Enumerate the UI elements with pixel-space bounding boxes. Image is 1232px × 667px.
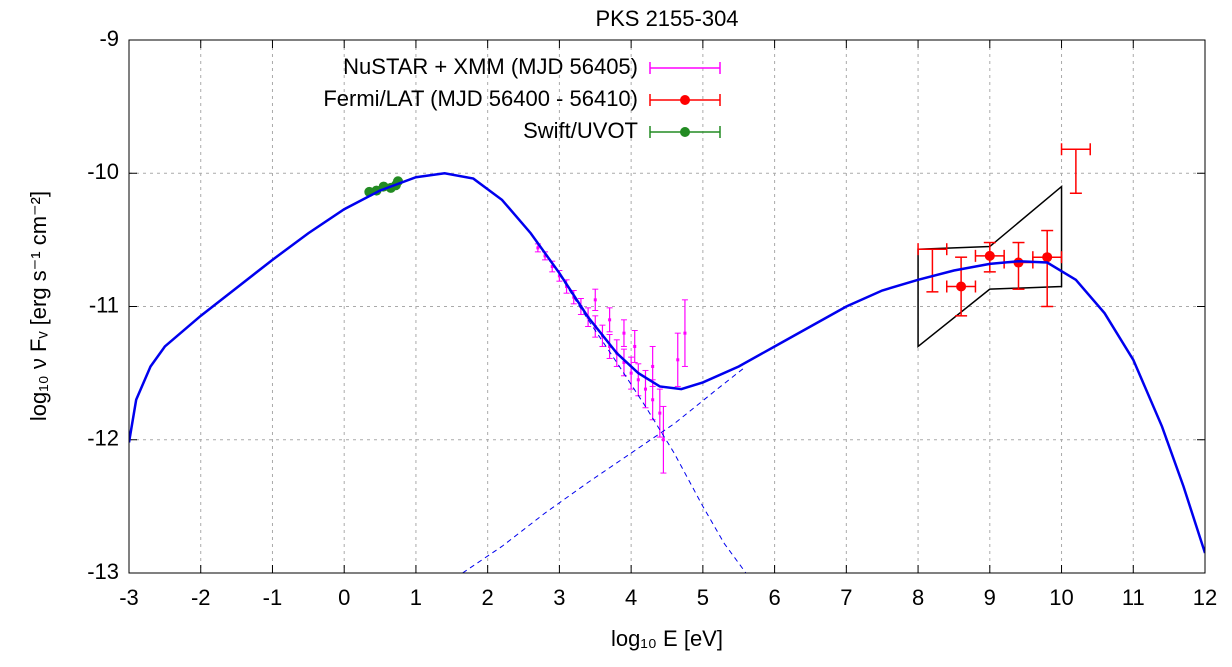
x-tick-label: 12 <box>1193 585 1217 610</box>
x-tick-label: 1 <box>410 585 422 610</box>
x-tick-label: -2 <box>191 585 211 610</box>
data-point <box>536 246 540 250</box>
legend-label: NuSTAR + XMM (MJD 56405) <box>343 54 638 79</box>
legend-marker <box>680 127 690 137</box>
x-tick-label: 7 <box>840 585 852 610</box>
plot-frame <box>128 39 1206 574</box>
model-curve <box>558 274 747 573</box>
data-point <box>1013 257 1024 268</box>
data-point <box>676 358 680 362</box>
y-axis-label: log₁₀ ν Fᵥ [erg s⁻¹ cm⁻²] <box>26 191 51 421</box>
y-tick-label: -9 <box>99 26 119 51</box>
x-tick-label: 2 <box>482 585 494 610</box>
x-tick-label: 9 <box>984 585 996 610</box>
data-point <box>593 298 597 302</box>
data-point <box>651 364 655 368</box>
x-tick-label: 4 <box>625 585 637 610</box>
data-point <box>651 398 655 402</box>
data-point <box>557 274 561 278</box>
legend-marker <box>680 95 690 105</box>
data-point <box>550 265 554 269</box>
x-tick-label: 6 <box>768 585 780 610</box>
legend-label: Fermi/LAT (MJD 56400 - 56410) <box>323 86 638 111</box>
chart-title: PKS 2155-304 <box>595 6 738 31</box>
model-curve <box>462 366 747 573</box>
x-tick-label: 3 <box>553 585 565 610</box>
x-tick-label: -3 <box>119 585 139 610</box>
data-point <box>633 344 637 348</box>
data-point <box>608 344 612 348</box>
data-point <box>956 281 967 292</box>
legend-label: Swift/UVOT <box>523 118 638 143</box>
x-tick-label: -1 <box>263 585 283 610</box>
x-axis-label: log₁₀ E [eV] <box>611 626 723 651</box>
data-point <box>608 318 612 322</box>
data-point <box>643 387 647 391</box>
data-point <box>543 254 547 258</box>
y-tick-label: -10 <box>87 159 119 184</box>
data-point <box>622 331 626 335</box>
plot-area <box>129 143 1205 573</box>
x-tick-label: 5 <box>697 585 709 610</box>
data-point <box>629 371 633 375</box>
x-tick-label: 11 <box>1122 585 1145 610</box>
data-point <box>636 378 640 382</box>
y-tick-label: -12 <box>87 426 119 451</box>
model-curve <box>129 171 1205 554</box>
data-point <box>683 331 687 335</box>
x-tick-label: 8 <box>912 585 924 610</box>
x-tick-label: 10 <box>1049 585 1073 610</box>
data-point <box>622 360 626 364</box>
x-tick-label: 0 <box>338 585 350 610</box>
data-point <box>984 250 995 261</box>
y-tick-label: -13 <box>87 559 119 584</box>
data-point <box>661 438 665 442</box>
data-point <box>1042 252 1053 263</box>
y-tick-label: -11 <box>89 292 119 317</box>
data-point <box>658 411 662 415</box>
